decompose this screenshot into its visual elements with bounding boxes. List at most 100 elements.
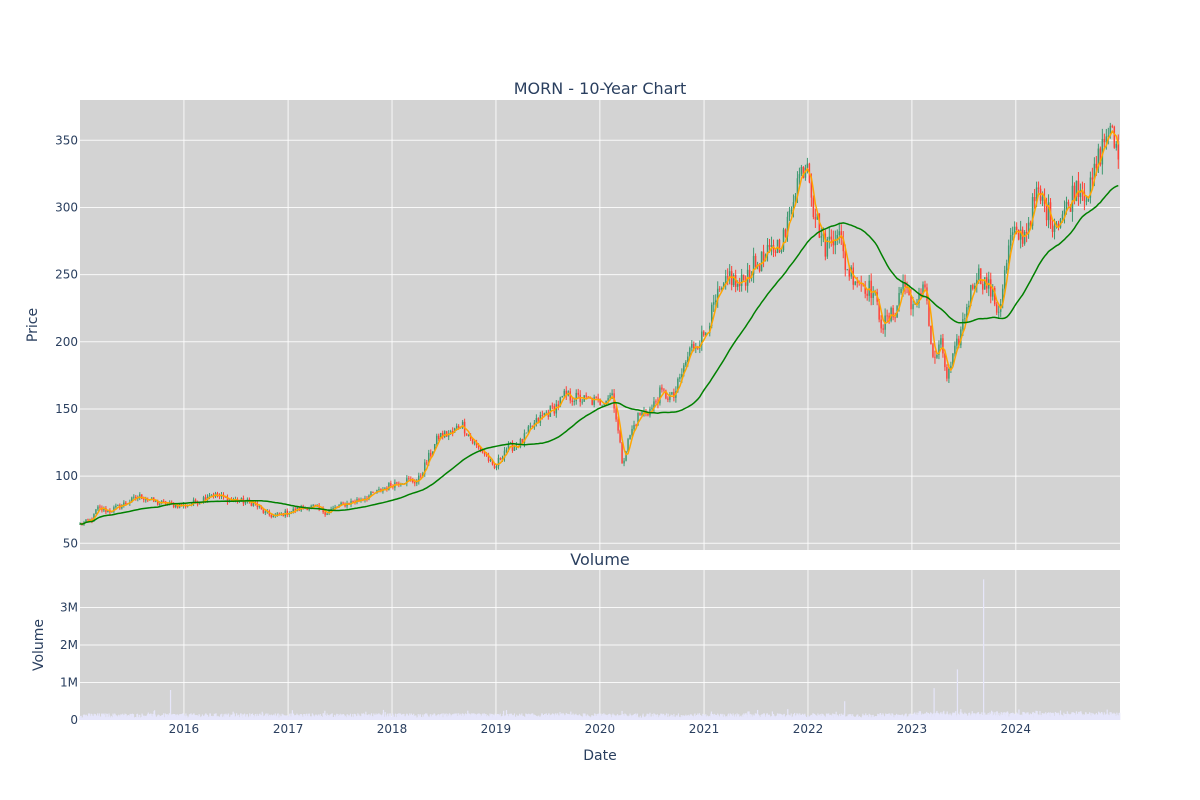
candle-body: [946, 367, 948, 379]
candle-body: [920, 292, 922, 295]
candle-body: [842, 238, 845, 252]
candle-body: [487, 454, 490, 461]
chart-title: MORN - 10-Year Chart: [514, 79, 687, 98]
x-tick-label: 2017: [273, 722, 304, 736]
volume-bar: [308, 713, 311, 720]
candle-body: [766, 244, 769, 255]
candle-body: [433, 443, 436, 452]
volume-bar: [544, 713, 546, 720]
candle-body: [697, 347, 699, 349]
candle-body: [796, 178, 799, 196]
candle-body: [1117, 143, 1120, 160]
candle-body: [661, 387, 663, 390]
candle-body: [491, 459, 494, 465]
candle-body: [788, 211, 791, 217]
volume-bar: [189, 714, 191, 720]
candle-body: [738, 283, 741, 286]
volume-bar: [677, 713, 680, 720]
candle-body: [814, 216, 817, 220]
volume-bar: [491, 713, 493, 720]
candle-body: [609, 394, 611, 399]
candle-body: [591, 398, 593, 405]
candle-body: [125, 502, 127, 504]
candle-body: [846, 269, 849, 271]
volume-bar: [1032, 711, 1034, 720]
candle-body: [1065, 201, 1068, 210]
candle-body: [87, 519, 89, 521]
volume-bar: [358, 714, 360, 720]
volume-bar: [698, 713, 701, 720]
volume-bar: [781, 714, 783, 720]
candle-body: [625, 451, 627, 461]
candle-body: [543, 413, 546, 416]
candle-body: [794, 195, 797, 203]
volume-bar: [994, 712, 996, 720]
candle-body: [577, 392, 579, 395]
volume-bar: [292, 713, 295, 720]
candle-body: [224, 497, 227, 498]
volume-bar: [462, 713, 464, 720]
candle-body: [593, 397, 595, 405]
volume-bar: [249, 713, 251, 720]
candle-body: [264, 511, 267, 513]
volume-y-tick-label: 1M: [60, 676, 78, 690]
candle-body: [390, 482, 392, 486]
volume-bar: [438, 714, 440, 720]
price-y-tick-label: 50: [63, 536, 78, 550]
candle-body: [408, 478, 410, 480]
candle-body: [968, 305, 970, 308]
candle-body: [473, 442, 476, 444]
candle-body: [748, 269, 751, 278]
candle-body: [139, 494, 141, 498]
candle-body: [1073, 185, 1076, 201]
candle-body: [870, 280, 872, 298]
candle-body: [1067, 201, 1070, 205]
candle-body: [607, 398, 609, 401]
candle-body: [1101, 138, 1104, 165]
candle-body: [826, 239, 829, 257]
candle-body: [85, 519, 87, 523]
candle-body: [780, 250, 783, 252]
candle-body: [687, 356, 689, 362]
volume-bar: [505, 710, 508, 720]
candle-body: [679, 377, 681, 379]
candle-body: [993, 287, 996, 305]
volume-bar: [449, 714, 451, 720]
candle-body: [172, 503, 175, 508]
candle-body: [457, 425, 460, 429]
volume-bar: [136, 713, 139, 720]
candle-body: [740, 274, 743, 286]
volume-bar: [553, 715, 555, 720]
volume-bar: [336, 713, 338, 720]
candle-body: [970, 285, 972, 306]
volume-bar: [1049, 712, 1051, 720]
candle-body: [258, 506, 261, 508]
volume-bar: [727, 713, 730, 720]
candle-body: [1063, 209, 1066, 215]
volume-bar: [265, 713, 267, 720]
candle-body: [603, 404, 605, 406]
candle-body: [204, 497, 207, 501]
candle-body: [1093, 163, 1096, 180]
volume-bar: [251, 713, 254, 720]
candle-body: [898, 292, 900, 306]
candle-body: [244, 501, 247, 504]
volume-bar: [933, 688, 935, 720]
volume-bar: [953, 712, 955, 720]
candle-body: [358, 499, 360, 501]
candle-body: [631, 428, 633, 436]
candle-body: [712, 302, 715, 305]
candle-body: [910, 295, 912, 310]
ma200-line: [79, 184, 1119, 525]
volume-bar: [768, 714, 771, 720]
candle-body: [954, 345, 956, 354]
candle-body: [637, 412, 639, 426]
volume-axis-title: Volume: [31, 619, 47, 671]
volume-bar: [694, 713, 696, 720]
candle-body: [294, 508, 296, 512]
candle-body: [310, 505, 312, 509]
candle-body: [956, 338, 958, 346]
candle-body: [370, 491, 372, 496]
candle-body: [143, 499, 145, 500]
